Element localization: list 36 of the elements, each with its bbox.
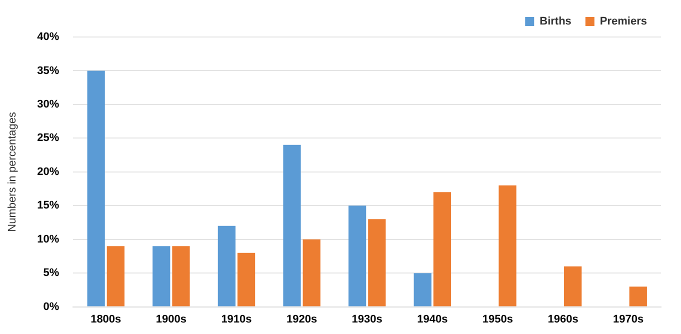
bar	[629, 286, 647, 306]
legend-label: Births	[540, 16, 572, 28]
y-tick-label: 25%	[37, 132, 60, 144]
x-tick-label: 1900s	[156, 313, 186, 326]
bar	[414, 273, 432, 306]
x-tick-label: 1970s	[613, 313, 644, 326]
bar	[302, 239, 320, 306]
y-tick-label: 40%	[37, 31, 60, 44]
bar	[106, 246, 124, 306]
legend-label: Premiers	[600, 16, 648, 28]
y-tick-label: 35%	[37, 64, 60, 77]
bar	[433, 192, 452, 306]
y-tick-label: 15%	[37, 200, 60, 212]
x-tick-label: 1950s	[482, 313, 514, 326]
bar	[498, 185, 516, 306]
x-tick-label: 1930s	[352, 313, 382, 326]
x-tick-label: 1960s	[548, 313, 578, 326]
x-tick-label: 1800s	[90, 313, 122, 326]
bar	[368, 219, 386, 306]
bar	[152, 246, 170, 306]
y-tick-label: 30%	[37, 98, 60, 110]
bar	[348, 206, 366, 306]
x-tick-label: 1940s	[417, 313, 448, 326]
bar	[87, 70, 105, 306]
y-tick-label: 0%	[43, 300, 60, 313]
bar	[172, 246, 190, 306]
bar	[218, 226, 236, 306]
bar	[564, 266, 582, 306]
bar	[283, 144, 301, 306]
bar	[237, 252, 256, 306]
y-tick-label: 5%	[43, 267, 60, 280]
y-tick-label: 10%	[37, 233, 60, 246]
x-tick-label: 1910s	[221, 313, 252, 326]
x-tick-label: 1920s	[286, 313, 318, 326]
y-tick-label: 20%	[37, 166, 60, 178]
y-axis-title: Numbers in percentages	[6, 111, 19, 232]
